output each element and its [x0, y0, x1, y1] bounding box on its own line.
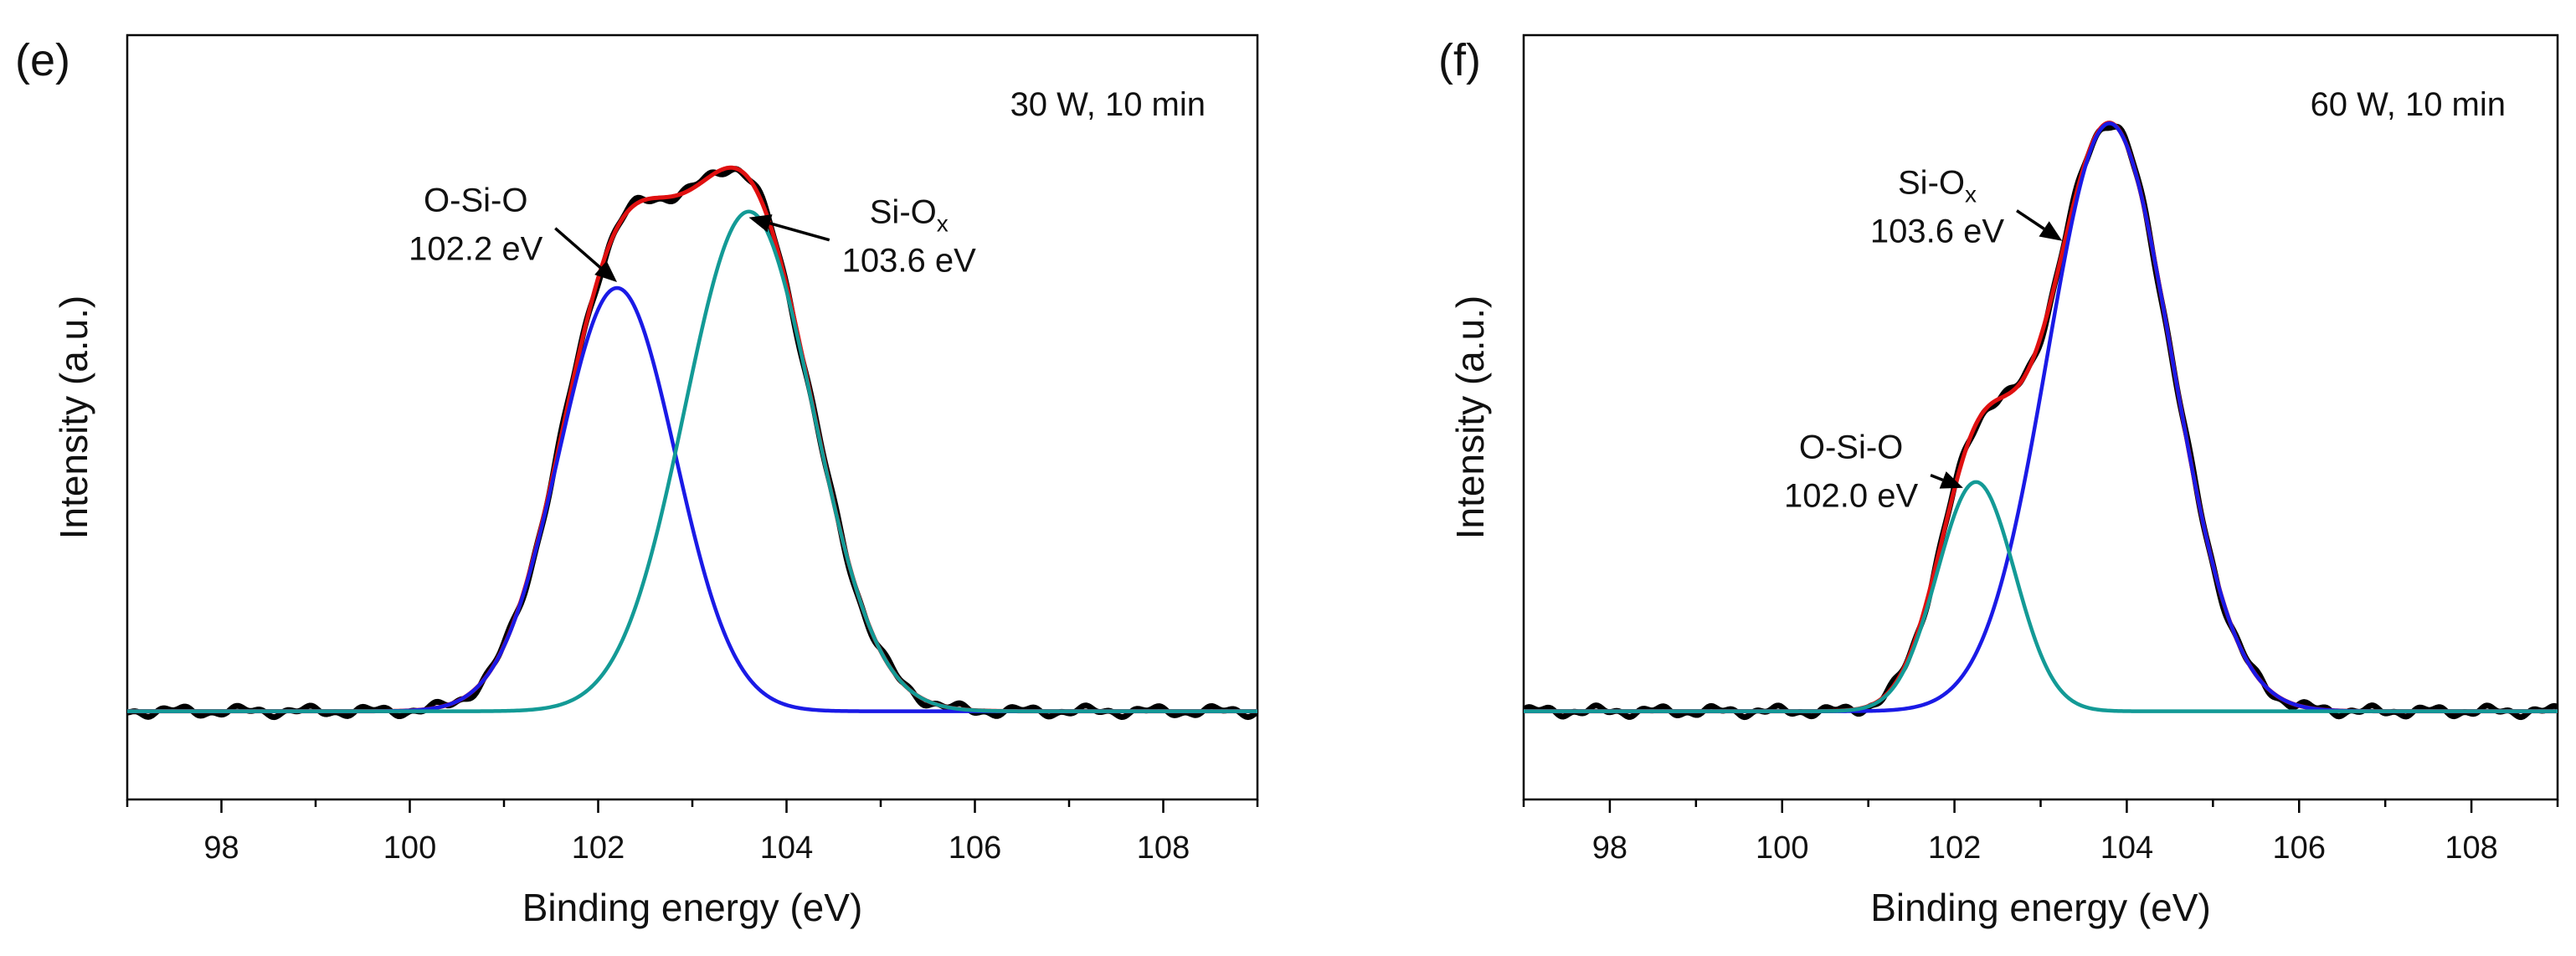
x-axis-label: Binding energy (eV)	[1870, 886, 2211, 929]
plot-frame	[126, 33, 1259, 801]
panel-label: (e)	[15, 35, 70, 85]
envelope-fit-line	[1524, 121, 2558, 714]
x-tick-label: 108	[1137, 830, 1190, 866]
si-ox-component-line	[127, 209, 1257, 713]
si-ox-arrow-head	[748, 214, 773, 233]
curves-group	[1524, 121, 2558, 721]
o-si-o-peak-name: O-Si-O	[1799, 429, 1903, 466]
panel-e: 98 100 102 104 106 108 Binding energy (eV) Inte…	[15, 33, 1259, 929]
x-tick-label: 104	[760, 830, 813, 866]
plot-frame	[1522, 33, 2559, 801]
si-ox-peak-name: Si-O	[1898, 165, 1965, 202]
condition-label: 60 W, 10 min	[2311, 86, 2506, 123]
si-ox-peak-name: Si-O	[870, 194, 937, 231]
curves-group	[127, 165, 1257, 721]
si-ox-arrow-line	[2016, 209, 2045, 230]
y-axis-label: Intensity (a.u.)	[1448, 296, 1492, 539]
raw-data-line	[1524, 123, 2558, 721]
o-si-o-peak-label: O-Si-O	[1799, 429, 1903, 466]
o-si-o-component-line	[127, 285, 1257, 713]
x-tick-label: 104	[2100, 830, 2153, 866]
x-tick-label: 106	[949, 830, 1001, 866]
si-ox-component-line	[1524, 121, 2558, 713]
o-si-o-peak-name: O-Si-O	[424, 182, 527, 219]
o-si-o-peak-energy: 102.2 eV	[409, 231, 542, 268]
si-ox-peak-energy: 103.6 eV	[1870, 213, 2004, 250]
raw-data-line	[127, 166, 1257, 721]
si-ox-peak-subscript: x	[1965, 182, 1977, 208]
o-si-o-arrow-line	[1930, 474, 1944, 481]
o-si-o-arrow-head	[1939, 471, 1963, 489]
x-tick-label: 100	[383, 830, 436, 866]
si-ox-arrow-head	[2039, 221, 2063, 241]
x-tick-label: 98	[203, 830, 239, 866]
x-tick-label: 108	[2445, 830, 2497, 866]
o-si-o-component-line	[1524, 480, 2558, 713]
o-si-o-arrow-line	[554, 227, 602, 270]
x-tick-label: 106	[2273, 830, 2326, 866]
x-tick-label: 102	[572, 830, 625, 866]
si-ox-arrow-line	[769, 222, 830, 242]
panel-label: (f)	[1438, 35, 1481, 85]
o-si-o-arrow-head	[594, 260, 617, 282]
x-tick-label: 102	[1928, 830, 1981, 866]
y-axis-label: Intensity (a.u.)	[52, 296, 95, 539]
si-ox-peak-energy: 103.6 eV	[842, 243, 976, 280]
envelope-fit-line	[127, 165, 1257, 714]
o-si-o-peak-label: O-Si-O	[424, 182, 527, 219]
o-si-o-peak-energy: 102.0 eV	[1784, 478, 1918, 515]
x-axis-label: Binding energy (eV)	[522, 886, 863, 929]
si-ox-peak-label: Si-Ox	[1898, 165, 1977, 208]
si-ox-peak-subscript: x	[937, 211, 949, 237]
panel-f: 98 100 102 104 106 108 Binding energy (eV) Inte…	[1438, 33, 2559, 929]
x-tick-label: 100	[1756, 830, 1808, 866]
condition-label: 30 W, 10 min	[1010, 86, 1206, 123]
x-tick-label: 98	[1592, 830, 1627, 866]
si-ox-peak-label: Si-Ox	[870, 194, 949, 237]
